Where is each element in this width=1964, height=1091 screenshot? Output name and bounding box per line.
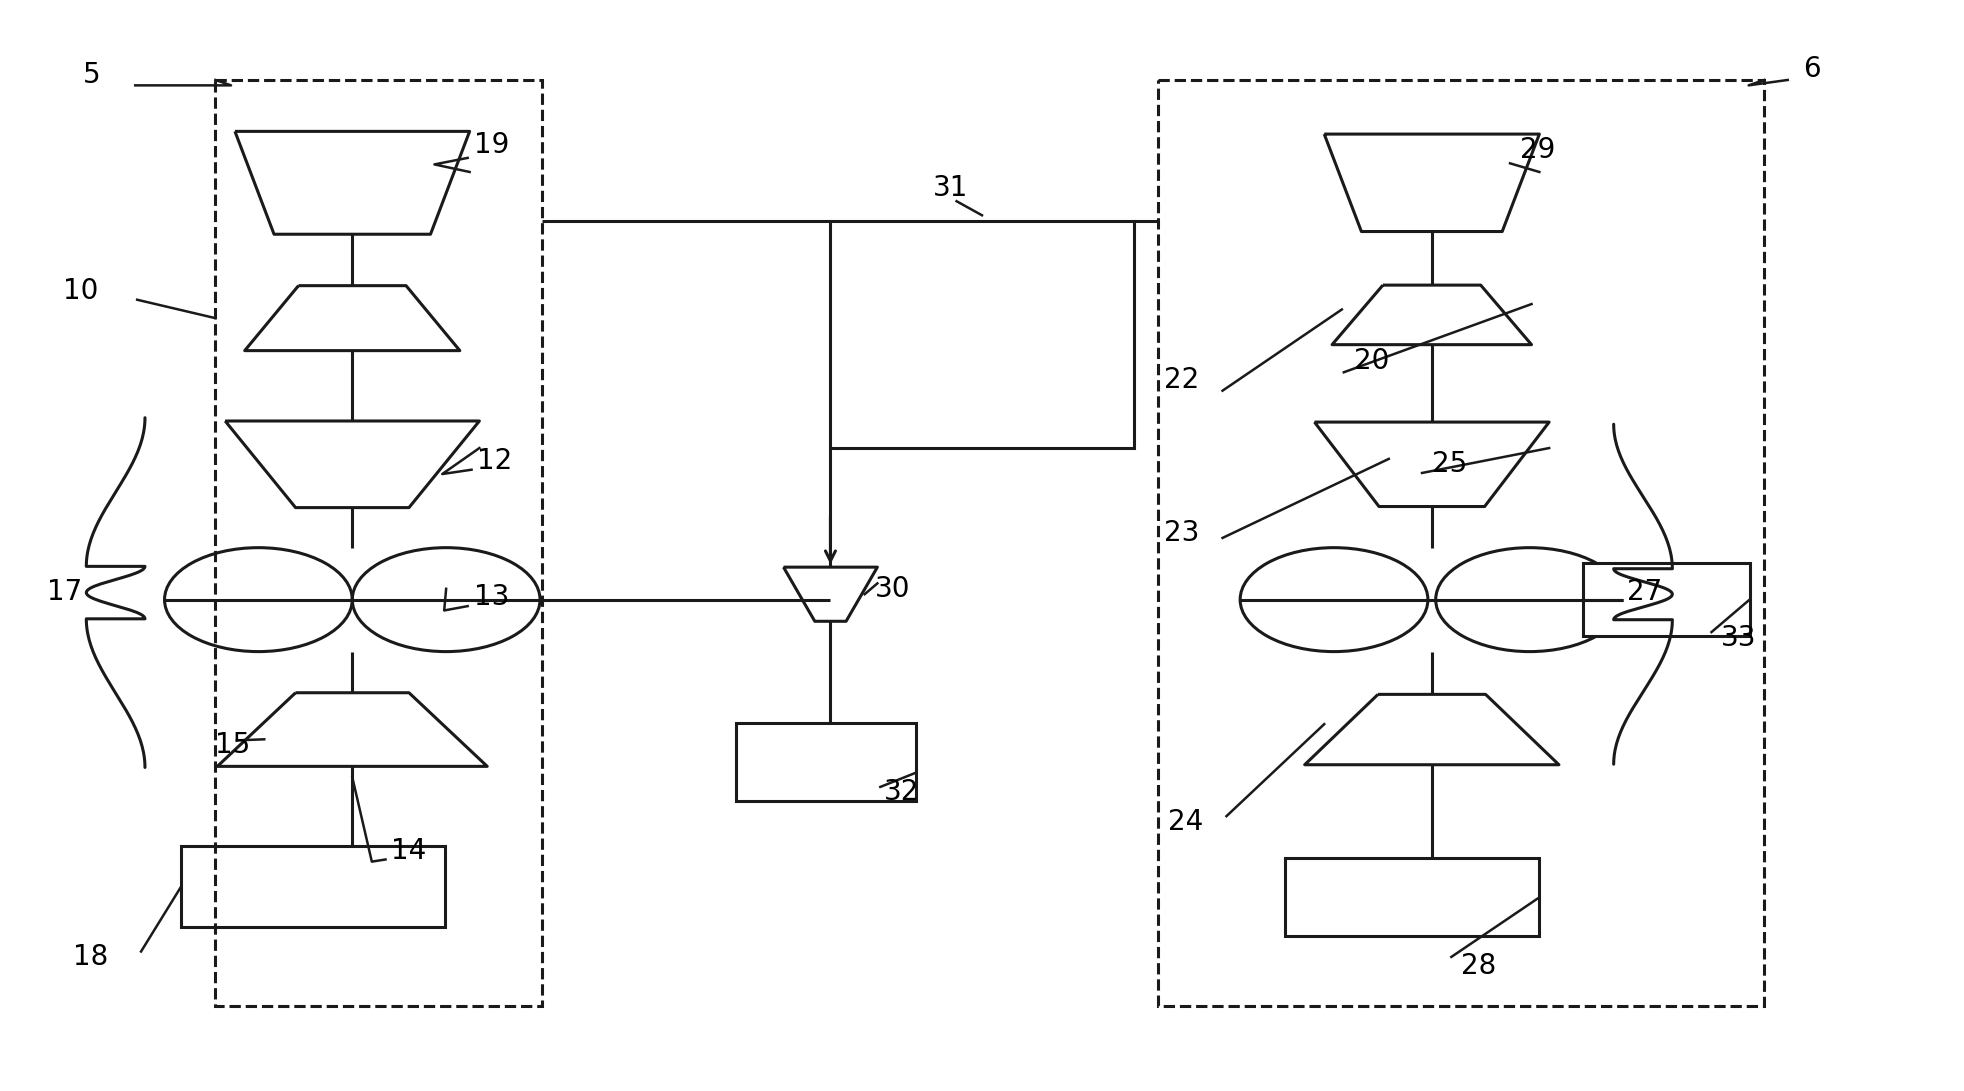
Text: 13: 13 xyxy=(473,584,509,611)
Bar xyxy=(736,723,915,801)
Text: 18: 18 xyxy=(73,943,108,971)
Text: 32: 32 xyxy=(884,778,919,806)
Text: 33: 33 xyxy=(1720,624,1756,651)
Bar xyxy=(1583,563,1750,636)
Text: 5: 5 xyxy=(82,60,100,88)
Text: 24: 24 xyxy=(1169,807,1204,836)
Text: 27: 27 xyxy=(1628,578,1664,607)
Text: 6: 6 xyxy=(1803,56,1821,83)
Text: 29: 29 xyxy=(1520,136,1555,165)
Text: 30: 30 xyxy=(874,575,909,603)
Bar xyxy=(831,220,1133,448)
Text: 28: 28 xyxy=(1461,951,1497,980)
Text: 20: 20 xyxy=(1353,347,1389,375)
Bar xyxy=(1284,859,1540,936)
Text: 17: 17 xyxy=(47,578,82,607)
Text: 12: 12 xyxy=(477,447,513,475)
Text: 25: 25 xyxy=(1432,451,1467,478)
Text: 31: 31 xyxy=(933,175,968,202)
Text: 22: 22 xyxy=(1165,365,1200,394)
Bar xyxy=(181,846,446,927)
Text: 10: 10 xyxy=(63,277,98,305)
Text: 19: 19 xyxy=(473,131,509,159)
Text: 15: 15 xyxy=(216,731,251,758)
Text: 14: 14 xyxy=(391,837,426,865)
Text: 23: 23 xyxy=(1165,518,1200,547)
